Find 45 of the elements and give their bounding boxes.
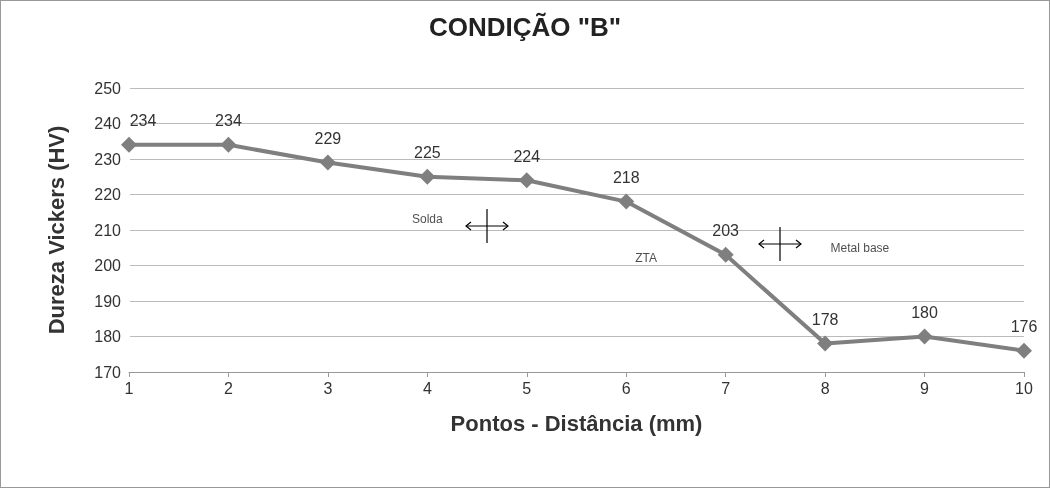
point — [618, 193, 635, 210]
y-tick-label: 230 — [94, 150, 122, 168]
x-tick-label: 9 — [920, 379, 930, 397]
chart-title: CONDIÇÃO "B" — [428, 12, 622, 42]
y-tick-label: 190 — [94, 292, 122, 310]
y-tick-label: 250 — [94, 79, 122, 97]
annotation: Solda — [411, 212, 443, 227]
point — [817, 335, 834, 352]
y-tick-label: 170 — [94, 363, 122, 381]
x-tick-label: 7 — [721, 379, 731, 397]
x-tick-label: 10 — [1015, 379, 1033, 397]
y-axis-title: Dureza Vickers (HV) — [43, 125, 69, 335]
annotation: Metal base — [830, 240, 890, 255]
point — [319, 154, 336, 171]
x-tick-label: 5 — [522, 379, 532, 397]
data-label: 176 — [1010, 318, 1038, 336]
y-tick-label: 180 — [94, 328, 122, 345]
x-tick-label: 6 — [621, 379, 631, 397]
x-tick-label: 3 — [323, 379, 333, 397]
data-label: 225 — [413, 144, 441, 162]
data-label: 180 — [911, 304, 938, 321]
data-label: 218 — [612, 169, 640, 187]
point — [518, 172, 535, 189]
point — [1016, 342, 1032, 359]
x-tick-label: 8 — [820, 379, 830, 397]
x-axis-title: Pontos - Distância (mm) — [450, 410, 703, 436]
y-tick-label: 200 — [94, 257, 122, 274]
x-tick-label: 1 — [124, 379, 134, 397]
x-tick-label: 2 — [223, 379, 233, 397]
data-label: 224 — [513, 147, 541, 165]
x-tick-label: 4 — [422, 379, 432, 397]
point — [419, 168, 436, 185]
data-label: 229 — [314, 130, 342, 148]
data-label: 178 — [811, 311, 839, 329]
y-tick-label: 220 — [94, 186, 122, 203]
y-tick-label: 210 — [94, 221, 122, 239]
data-label: 234 — [215, 112, 242, 130]
data-label: 234 — [129, 112, 157, 130]
point — [717, 246, 734, 263]
point — [220, 136, 237, 153]
y-tick-label: 240 — [94, 115, 122, 132]
data-label: 203 — [712, 222, 740, 240]
annotation: ZTA — [635, 251, 657, 266]
point — [916, 328, 933, 345]
point — [121, 136, 137, 153]
